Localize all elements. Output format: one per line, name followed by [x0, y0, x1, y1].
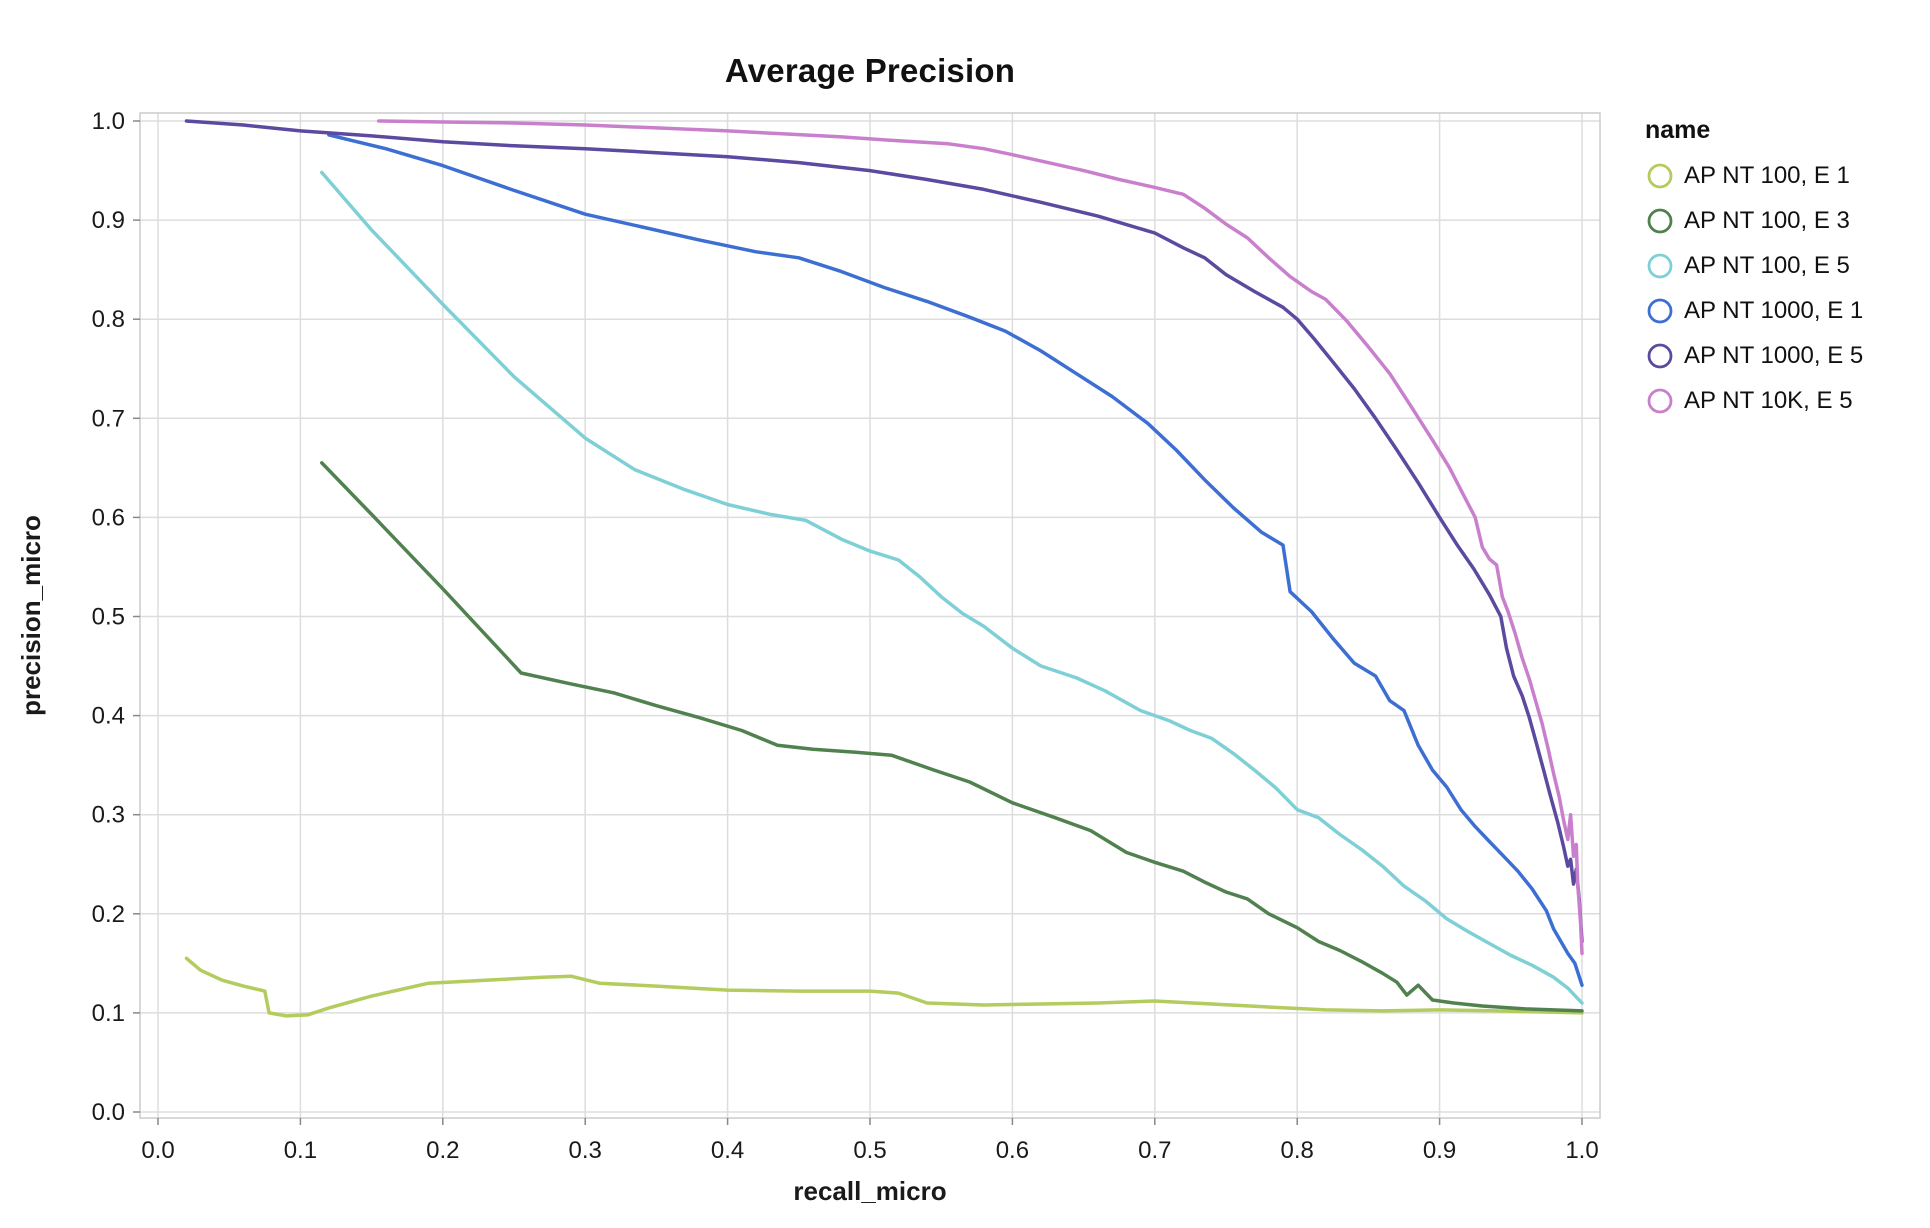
y-tick-label: 0.4 — [92, 703, 125, 730]
x-tick-label: 0.6 — [996, 1137, 1029, 1164]
legend-label: AP NT 10K, E 5 — [1684, 387, 1853, 414]
legend-symbol-circle-icon — [1647, 208, 1673, 234]
legend-item: AP NT 100, E 1 — [1645, 161, 1915, 191]
x-tick-label: 1.0 — [1565, 1137, 1598, 1164]
legend-item: AP NT 1000, E 5 — [1645, 341, 1915, 371]
legend-symbol-circle-icon — [1647, 298, 1673, 324]
y-tick-label: 0.9 — [92, 207, 125, 234]
legend-item: AP NT 1000, E 1 — [1645, 296, 1915, 326]
legend-label: AP NT 100, E 5 — [1684, 252, 1850, 279]
y-tick-label: 0.5 — [92, 604, 125, 631]
y-tick-label: 0.1 — [92, 1000, 125, 1027]
legend-label: AP NT 100, E 1 — [1684, 162, 1850, 189]
series-line — [320, 461, 1584, 1013]
x-tick-label: 0.9 — [1423, 1137, 1456, 1164]
legend-label: AP NT 1000, E 1 — [1684, 297, 1864, 324]
legend-item: AP NT 100, E 3 — [1645, 206, 1915, 236]
series-line — [320, 170, 1584, 1005]
legend-item: AP NT 10K, E 5 — [1645, 386, 1915, 416]
legend-label: AP NT 1000, E 5 — [1684, 342, 1864, 369]
y-axis-title: precision_micro — [16, 515, 46, 716]
legend-symbol-circle-icon — [1647, 163, 1673, 189]
y-tick-label: 1.0 — [92, 108, 125, 135]
x-tick-label: 0.2 — [426, 1137, 459, 1164]
x-tick-label: 0.8 — [1281, 1137, 1314, 1164]
legend-symbol-circle-icon — [1647, 388, 1673, 414]
y-tick-label: 0.8 — [92, 306, 125, 333]
y-tick-label: 0.2 — [92, 901, 125, 928]
series-line — [327, 133, 1584, 987]
y-tick-label: 0.7 — [92, 405, 125, 432]
x-tick-label: 0.5 — [853, 1137, 886, 1164]
chart-title: Average Precision — [724, 52, 1016, 89]
legend-label: AP NT 100, E 3 — [1684, 207, 1850, 234]
legend-items: AP NT 100, E 1 AP NT 100, E 3 AP NT 100, E… — [1645, 161, 1915, 416]
x-tick-label: 0.4 — [711, 1137, 744, 1164]
y-tick-label: 0.6 — [92, 504, 125, 531]
legend-item: AP NT 100, E 5 — [1645, 251, 1915, 281]
x-axis-title: recall_micro — [793, 1176, 946, 1206]
x-tick-label: 0.0 — [141, 1137, 174, 1164]
y-tick-label: 0.0 — [92, 1099, 125, 1126]
x-tick-label: 0.3 — [569, 1137, 602, 1164]
legend-symbol-circle-icon — [1647, 253, 1673, 279]
x-tick-label: 0.1 — [284, 1137, 317, 1164]
series-line — [184, 119, 1584, 944]
series-line — [376, 119, 1584, 956]
legend: name AP NT 100, E 1 AP NT 100, E 3 AP NT 1… — [1645, 116, 1915, 431]
legend-title: name — [1645, 116, 1711, 144]
y-tick-label: 0.3 — [92, 802, 125, 829]
series-line — [184, 956, 1584, 1018]
legend-symbol-circle-icon — [1647, 343, 1673, 369]
x-tick-label: 0.7 — [1138, 1137, 1171, 1164]
